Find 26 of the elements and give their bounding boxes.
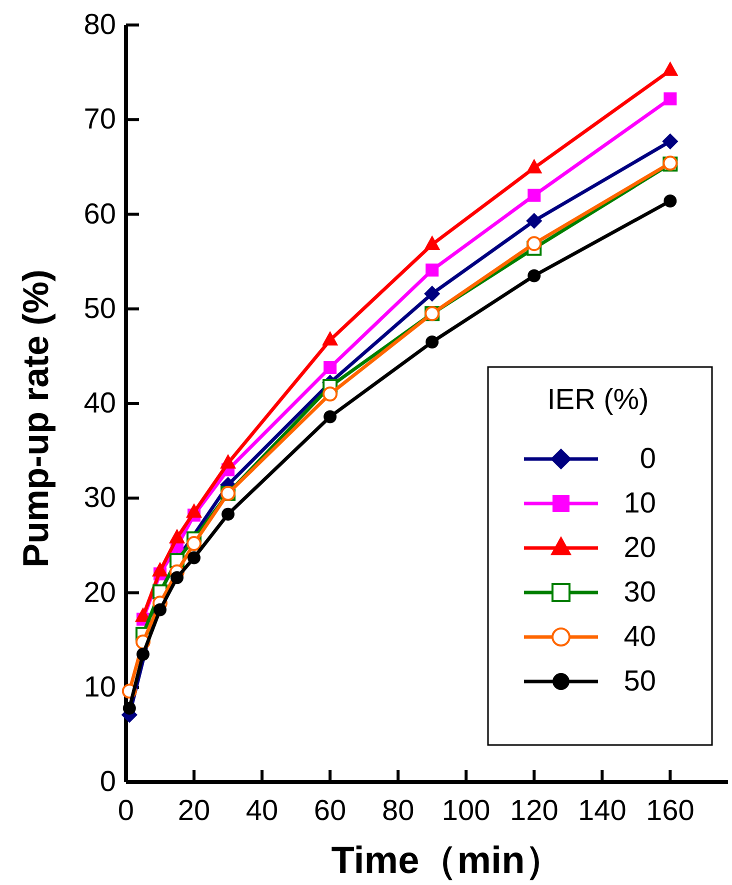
y-tick-label: 20 [84,576,116,609]
y-tick-label: 10 [84,671,116,704]
x-axis-title: Time（min） [331,840,563,882]
y-tick-label: 40 [84,388,116,420]
legend-label: 20 [624,532,656,564]
x-tick-label: 120 [510,795,558,827]
y-tick-label: 50 [84,292,116,325]
legend-label: 50 [624,666,656,698]
x-tick-label: 160 [646,795,694,827]
x-tick-label: 140 [578,795,626,827]
x-tick-label: 60 [314,795,346,827]
x-tick-label: 80 [382,795,414,827]
y-tick-label: 30 [84,482,116,514]
legend-title: IER (%) [547,384,649,416]
y-tick-label: 80 [84,9,116,41]
legend-label: 40 [624,621,656,653]
y-axis-title: Pump-up rate (%) [15,269,56,568]
y-tick-label: 70 [84,104,116,136]
legend-label: 10 [624,488,656,520]
legend-label: 30 [624,576,656,608]
legend-label: 0 [640,443,656,475]
x-tick-label: 20 [178,795,210,827]
y-tick-label: 60 [84,198,116,230]
y-tick-label: 0 [100,766,116,798]
x-tick-label: 100 [442,795,490,827]
x-tick-label: 40 [246,795,278,827]
